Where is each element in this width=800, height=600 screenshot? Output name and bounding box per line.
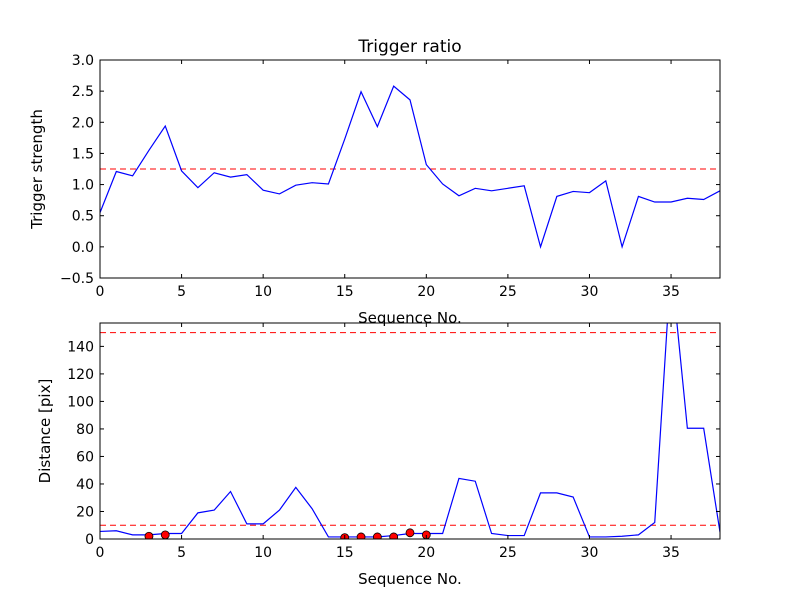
- series-line: [100, 85, 720, 250]
- x-tick-label: 0: [96, 545, 105, 561]
- y-tick-label: 2.5: [72, 84, 94, 100]
- plot-frame: [99, 59, 721, 279]
- data-point: [356, 532, 366, 539]
- x-tick-label: 5: [177, 545, 186, 561]
- x-tick-label: 5: [177, 284, 186, 300]
- x-tick-label: 35: [662, 284, 680, 300]
- x-tick-label: 15: [336, 284, 354, 300]
- x-tick-label: 30: [581, 545, 599, 561]
- y-tick-label: 100: [67, 394, 94, 410]
- y-axis-label: Trigger strength: [28, 109, 46, 230]
- chart-title: Trigger ratio: [357, 37, 461, 57]
- y-tick-label: −0.5: [60, 271, 94, 287]
- y-tick-label: 60: [76, 449, 94, 465]
- y-tick-label: 1.0: [72, 178, 94, 194]
- x-tick-label: 25: [499, 284, 517, 300]
- data-point: [372, 532, 382, 539]
- y-tick-label: 140: [67, 339, 94, 355]
- y-tick-label: 0.0: [72, 240, 94, 256]
- x-axis-label: Sequence No.: [358, 309, 462, 327]
- x-tick-label: 0: [96, 284, 105, 300]
- series-line: [100, 323, 720, 538]
- x-tick-label: 20: [417, 545, 435, 561]
- x-tick-label: 30: [581, 284, 599, 300]
- distance-panel: Distance [pix] Sequence No. 0 5 10 15 20 25 30…: [36, 322, 721, 588]
- x-tick-label: 10: [254, 284, 272, 300]
- y-tick-label: 1.5: [72, 146, 94, 162]
- y-axis-label: Distance [pix]: [36, 379, 54, 484]
- y-tick-label: 0.5: [72, 209, 94, 225]
- x-axis-label: Sequence No.: [358, 570, 462, 588]
- y-tick-label: 120: [67, 367, 94, 383]
- data-point: [405, 528, 415, 538]
- y-tick-label: 2.0: [72, 115, 94, 131]
- data-point: [160, 530, 170, 539]
- y-tick-label: 80: [76, 422, 94, 438]
- y-tick-label: 0: [85, 532, 94, 548]
- data-point: [389, 532, 399, 539]
- y-tick-label: 20: [76, 504, 94, 520]
- plot-frame: [99, 322, 721, 540]
- x-tick-label: 15: [336, 545, 354, 561]
- y-tick-label: 3.0: [72, 53, 94, 69]
- x-tick-label: 25: [499, 545, 517, 561]
- x-tick-label: 35: [662, 545, 680, 561]
- x-tick-label: 10: [254, 545, 272, 561]
- trigger-ratio-panel: Trigger ratio Trigger strength Sequence …: [28, 37, 721, 327]
- data-point: [144, 531, 154, 539]
- y-tick-label: 40: [76, 477, 94, 493]
- x-tick-label: 20: [417, 284, 435, 300]
